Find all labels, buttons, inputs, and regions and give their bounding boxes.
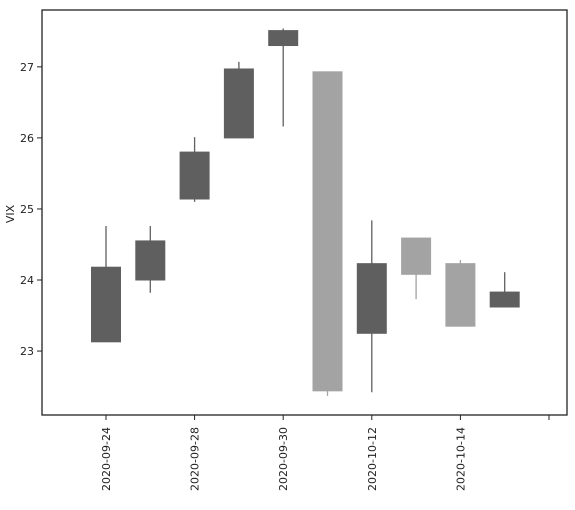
- x-tick-label: 2020-10-14: [454, 427, 467, 491]
- x-tick-label: 2020-09-28: [189, 427, 202, 491]
- y-axis-label: VIX: [4, 204, 17, 223]
- candle-body: [401, 237, 432, 275]
- y-tick-label: 23: [20, 345, 34, 358]
- candle: [312, 71, 343, 396]
- candle-body: [223, 68, 254, 139]
- candle: [135, 226, 166, 293]
- candle-body: [91, 266, 121, 343]
- candle: [445, 260, 476, 327]
- candle: [223, 61, 254, 139]
- plot-frame: [41, 9, 568, 416]
- candle-body: [445, 263, 476, 327]
- x-tick-label: 2020-10-12: [366, 427, 379, 491]
- y-tick-label: 27: [20, 61, 34, 74]
- candle: [401, 237, 432, 300]
- y-tick-label: 24: [20, 274, 34, 287]
- x-tick-label: 2020-09-30: [277, 427, 290, 491]
- candle: [489, 272, 520, 308]
- candle-body: [356, 263, 387, 334]
- x-tick-label: 2020-09-24: [100, 427, 113, 491]
- candles-group: [91, 28, 520, 396]
- y-tick-label: 26: [20, 132, 34, 145]
- candle: [356, 220, 387, 393]
- y-tick-label: 25: [20, 203, 34, 216]
- candle: [268, 28, 299, 127]
- candle-body: [312, 71, 343, 392]
- x-axis-ticks: 2020-09-24 2020-09-28 2020-09-30 2020-10-12…: [100, 415, 550, 491]
- candle-body: [268, 30, 299, 47]
- candle: [179, 137, 210, 202]
- candle-body: [489, 291, 520, 308]
- y-axis-ticks: 23 24 25 26 27: [20, 61, 42, 358]
- candle-body: [135, 240, 166, 281]
- candle-body: [179, 151, 210, 200]
- candle: [91, 226, 121, 343]
